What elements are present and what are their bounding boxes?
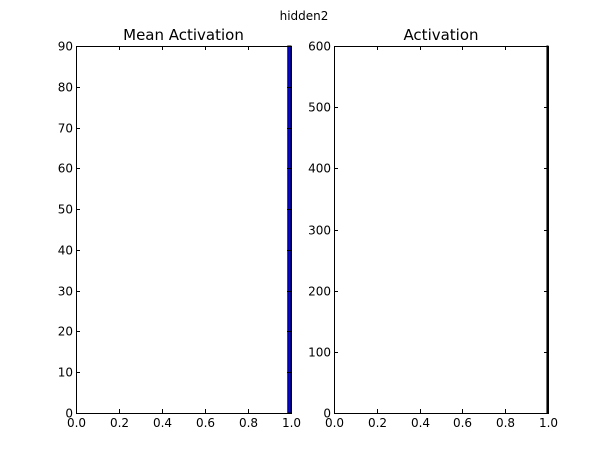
activation-panel: Activation 0.0 0.2 0.4 0.6 0.8 1.0 0 100 200 300 40… [308,26,558,430]
mean-activation-ytick-label: 70 [58,122,73,136]
activation-axes-frame [334,46,549,414]
activation-ytick-label: 100 [308,346,331,360]
mean-activation-panel: Mean Activation 0.0 0.2 0.4 0.6 0.8 1.0 0 10 20 30… [58,26,301,430]
activation-ytick-label: 0 [323,407,331,421]
activation-ytick-label: 500 [308,101,331,115]
activation-xtick-label: 0.0 [325,416,344,430]
figure-title: hidden2 [280,9,329,23]
mean-activation-ytick-label: 30 [58,285,73,299]
mean-activation-ytick-label: 40 [58,244,73,258]
mean-activation-ytick-label: 50 [58,203,73,217]
mean-activation-bar-0 [287,45,292,414]
mean-activation-axes-frame [76,46,292,414]
mean-activation-xtick-label: 1.0 [282,416,301,430]
mean-activation-ytick-label: 80 [58,81,73,95]
activation-ytick-label: 400 [308,162,331,176]
activation-xtick-label: 0.2 [368,416,387,430]
activation-xtick-label: 0.6 [453,416,472,430]
activation-xtick-label: 1.0 [539,416,558,430]
mean-activation-ytick-label: 60 [58,162,73,176]
activation-bar-0 [546,45,549,414]
mean-activation-xtick-label: 0.4 [153,416,172,430]
mean-activation-xtick-label: 0.2 [110,416,129,430]
activation-ytick-label: 600 [308,40,331,54]
mean-activation-title: Mean Activation [123,26,244,44]
mean-activation-ytick-label: 90 [58,40,73,54]
activation-title: Activation [403,26,478,44]
mean-activation-xtick-label: 0.8 [239,416,258,430]
activation-xtick-label: 0.4 [411,416,430,430]
mean-activation-ytick-label: 0 [65,407,73,421]
activation-xtick-label: 0.8 [496,416,515,430]
mean-activation-xtick-label: 0.0 [67,416,86,430]
mean-activation-xtick-label: 0.6 [196,416,215,430]
activation-ytick-label: 300 [308,224,331,238]
mean-activation-ytick-label: 20 [58,325,73,339]
mean-activation-ytick-label: 10 [58,366,73,380]
activation-ytick-label: 200 [308,285,331,299]
